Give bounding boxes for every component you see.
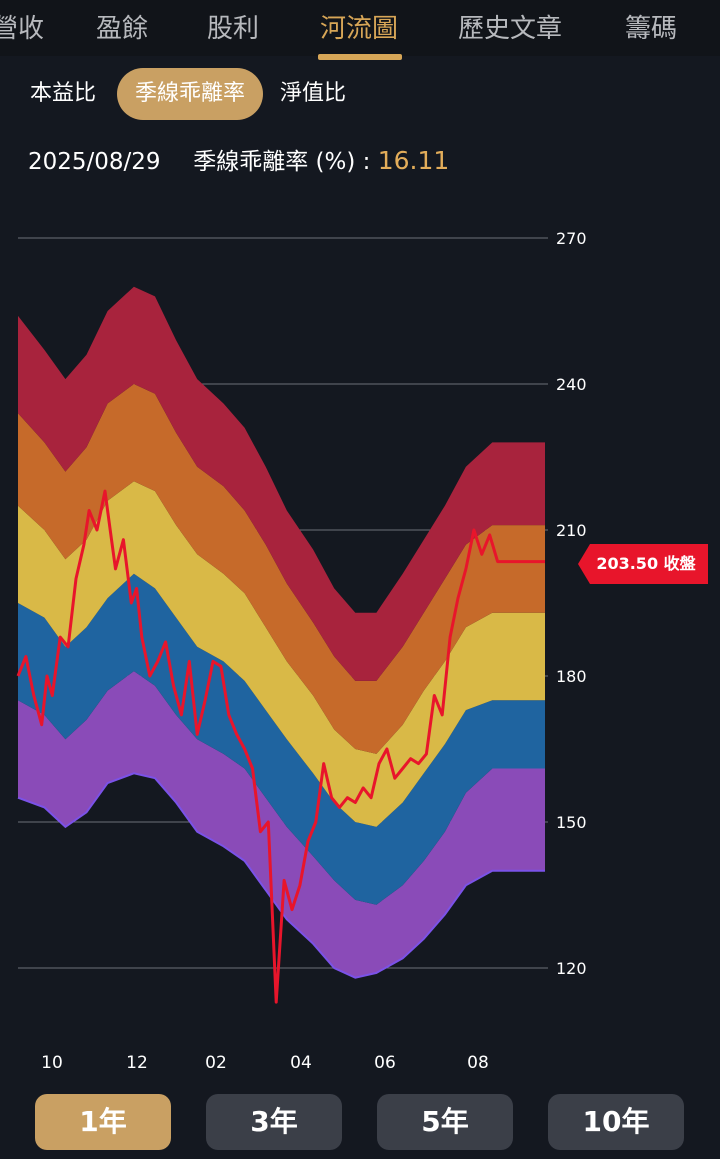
readout-date: 2025/08/29 <box>28 149 161 175</box>
period-selector: 1年 3年 5年 10年 <box>0 1094 720 1152</box>
y-tick-label: 180 <box>556 667 587 686</box>
active-tab-indicator <box>318 54 402 60</box>
metric-quarterly-deviation[interactable]: 季線乖離率 <box>117 68 264 120</box>
metric-pe-ratio[interactable]: 本益比 <box>30 81 97 106</box>
price-line <box>16 489 545 1004</box>
period-5y-button[interactable]: 5年 <box>377 1094 513 1150</box>
metric-pb-ratio[interactable]: 淨值比 <box>280 81 347 106</box>
x-tick-label: 04 <box>290 1053 312 1073</box>
close-price-tag: 203.50 收盤 <box>578 544 708 584</box>
y-tick-label: 270 <box>556 229 587 248</box>
band-lowest <box>18 671 545 978</box>
top-tab-bar: 營收 盈餘 股利 河流圖 歷史文章 籌碼 <box>0 0 720 60</box>
x-tick-label: 08 <box>467 1053 489 1073</box>
readout-value: 16.11 <box>377 146 450 175</box>
period-1y-button[interactable]: 1年 <box>35 1094 171 1150</box>
tab-chips[interactable]: 籌碼 <box>625 14 678 44</box>
x-tick-label: 10 <box>41 1053 63 1073</box>
tab-river-chart[interactable]: 河流圖 <box>320 14 399 44</box>
tab-history-articles[interactable]: 歷史文章 <box>458 14 563 44</box>
x-tick-label: 12 <box>126 1053 148 1073</box>
y-tick-label: 240 <box>556 375 587 394</box>
metric-selector: 本益比 季線乖離率 淨值比 <box>0 68 720 124</box>
band-bottom-edge <box>17 772 545 979</box>
band-low <box>18 573 545 905</box>
river-chart[interactable]: 270 240 210 180 150 120 10 12 02 04 06 08 <box>0 200 720 1080</box>
band-high <box>18 384 545 754</box>
tab-revenue[interactable]: 營收 <box>0 14 45 44</box>
y-tick-label: 150 <box>556 813 587 832</box>
y-tick-label: 120 <box>556 959 587 978</box>
tab-earnings[interactable]: 盈餘 <box>96 14 149 44</box>
x-tick-label: 02 <box>205 1053 227 1073</box>
y-tick-label: 210 <box>556 521 587 540</box>
band-highest <box>18 286 545 681</box>
readout-label: 季線乖離率 (%) : <box>193 149 371 175</box>
band-mid <box>18 481 545 827</box>
period-3y-button[interactable]: 3年 <box>206 1094 342 1150</box>
value-readout: 2025/08/29 季線乖離率 (%) : 16.11 <box>28 142 449 176</box>
tab-dividend[interactable]: 股利 <box>207 14 260 44</box>
period-10y-button[interactable]: 10年 <box>548 1094 684 1150</box>
x-tick-label: 06 <box>374 1053 396 1073</box>
